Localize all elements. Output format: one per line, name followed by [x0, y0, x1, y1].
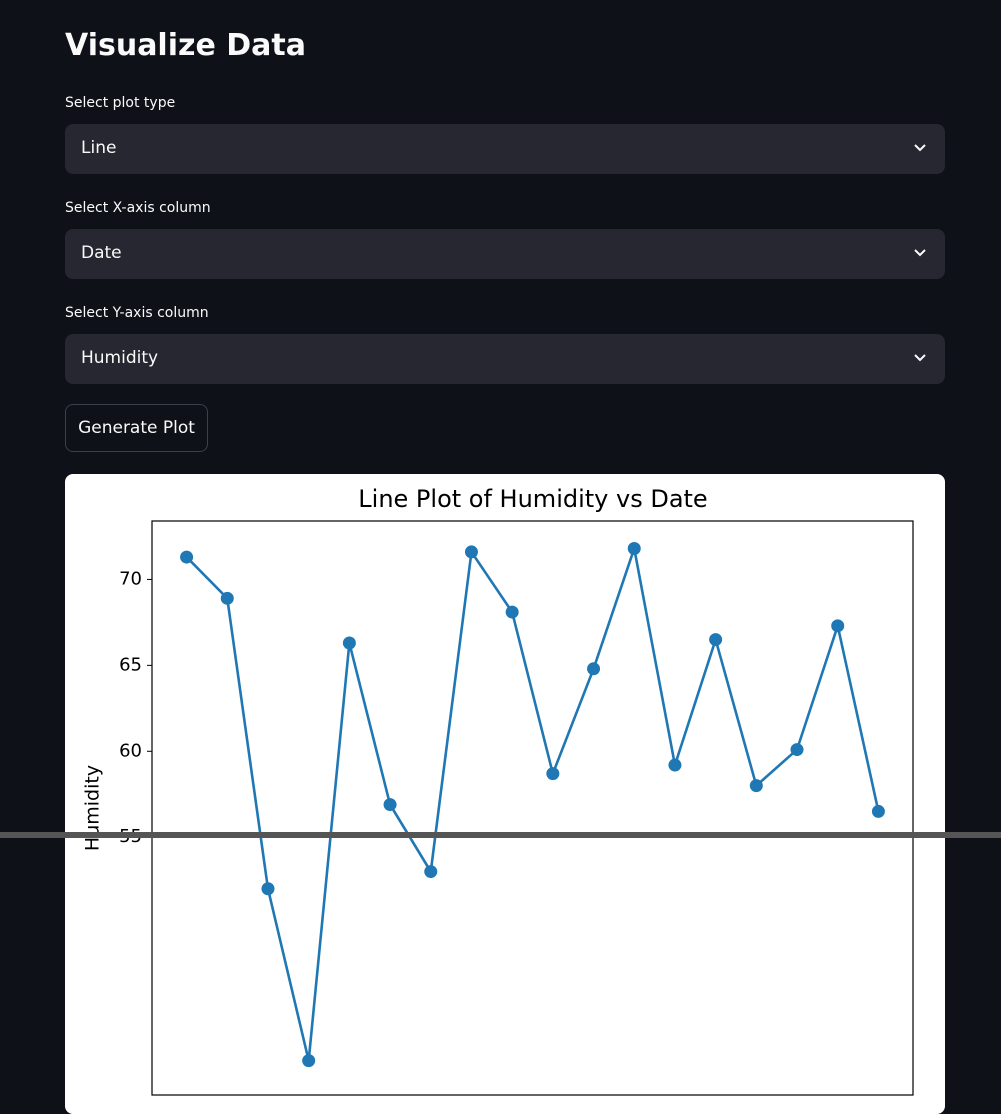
chevron: [914, 354, 926, 362]
data-point: [831, 619, 845, 633]
data-point: [383, 798, 397, 812]
select[interactable]: Date: [65, 229, 945, 279]
data-point: [424, 865, 438, 879]
data-point: [749, 779, 763, 793]
select-value: Humidity: [81, 348, 159, 368]
data-point: [342, 636, 356, 650]
chevron: [914, 144, 926, 152]
page-title: Visualize Data: [65, 28, 306, 63]
chart: Line Plot of Humidity vs Date Humidity 5…: [82, 485, 914, 1096]
y-tick-label: 70: [119, 568, 142, 589]
select-value: Date: [81, 243, 122, 263]
chevron: [914, 249, 926, 257]
data-point: [709, 633, 723, 647]
data-point: [790, 743, 804, 757]
select[interactable]: Humidity: [65, 334, 945, 384]
data-point: [871, 804, 885, 818]
data-point: [180, 550, 194, 564]
axes-frame: [151, 520, 914, 1096]
y-tick-label: 60: [119, 740, 142, 761]
y-tick-label: 65: [119, 654, 142, 675]
field-label: Select plot type: [65, 95, 176, 111]
select-value: Line: [81, 138, 117, 158]
chart-title: Line Plot of Humidity vs Date: [358, 485, 707, 513]
data-point: [505, 605, 519, 619]
data-point: [464, 545, 478, 559]
data-point: [587, 662, 601, 676]
data-point: [261, 882, 275, 896]
field-label: Select X-axis column: [65, 200, 211, 216]
select[interactable]: Line: [65, 124, 945, 174]
page: Visualize Data Select plot type Line Sel…: [0, 28, 1001, 1114]
data-point: [668, 758, 682, 772]
data-line: [185, 543, 880, 1061]
y-axis-label: Humidity: [82, 765, 104, 851]
scrollbar: [0, 832, 1001, 838]
data-point: [302, 1054, 316, 1068]
data-point: [627, 541, 641, 555]
generate-button[interactable]: Generate Plot: [65, 404, 208, 452]
data-point: [546, 767, 560, 781]
data-point: [220, 591, 234, 605]
field-label: Select Y-axis column: [65, 305, 209, 321]
chart-card: Line Plot of Humidity vs Date Humidity 5…: [65, 474, 945, 1114]
